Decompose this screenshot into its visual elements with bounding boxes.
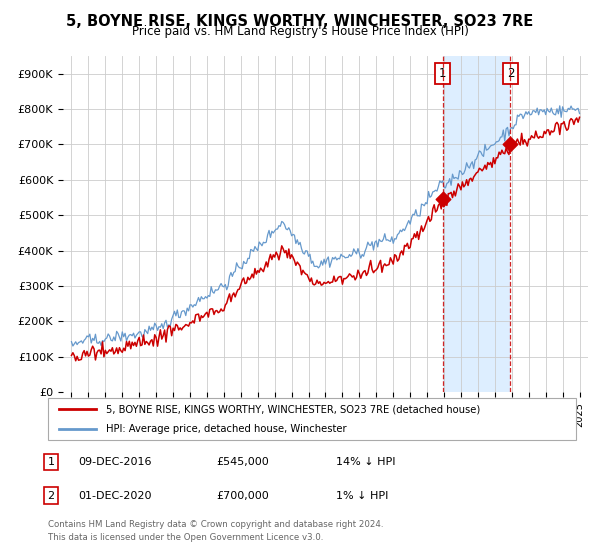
- Text: This data is licensed under the Open Government Licence v3.0.: This data is licensed under the Open Gov…: [48, 533, 323, 542]
- Text: HPI: Average price, detached house, Winchester: HPI: Average price, detached house, Winc…: [106, 424, 347, 434]
- Point: [506, 140, 515, 149]
- Bar: [443, 56, 511, 392]
- Text: Price paid vs. HM Land Registry's House Price Index (HPI): Price paid vs. HM Land Registry's House …: [131, 25, 469, 38]
- Text: 2: 2: [506, 67, 514, 80]
- Text: £545,000: £545,000: [216, 457, 269, 467]
- FancyBboxPatch shape: [48, 398, 576, 440]
- Text: Contains HM Land Registry data © Crown copyright and database right 2024.: Contains HM Land Registry data © Crown c…: [48, 520, 383, 529]
- Text: 1: 1: [47, 457, 55, 467]
- Text: 2: 2: [47, 491, 55, 501]
- Text: 09-DEC-2016: 09-DEC-2016: [78, 457, 151, 467]
- Text: 5, BOYNE RISE, KINGS WORTHY, WINCHESTER, SO23 7RE (detached house): 5, BOYNE RISE, KINGS WORTHY, WINCHESTER,…: [106, 404, 481, 414]
- Text: 01-DEC-2020: 01-DEC-2020: [78, 491, 151, 501]
- Text: £700,000: £700,000: [216, 491, 269, 501]
- Text: 1% ↓ HPI: 1% ↓ HPI: [336, 491, 388, 501]
- Text: 1: 1: [439, 67, 446, 80]
- Point: [438, 195, 448, 204]
- Text: 14% ↓ HPI: 14% ↓ HPI: [336, 457, 395, 467]
- Text: 5, BOYNE RISE, KINGS WORTHY, WINCHESTER, SO23 7RE: 5, BOYNE RISE, KINGS WORTHY, WINCHESTER,…: [67, 14, 533, 29]
